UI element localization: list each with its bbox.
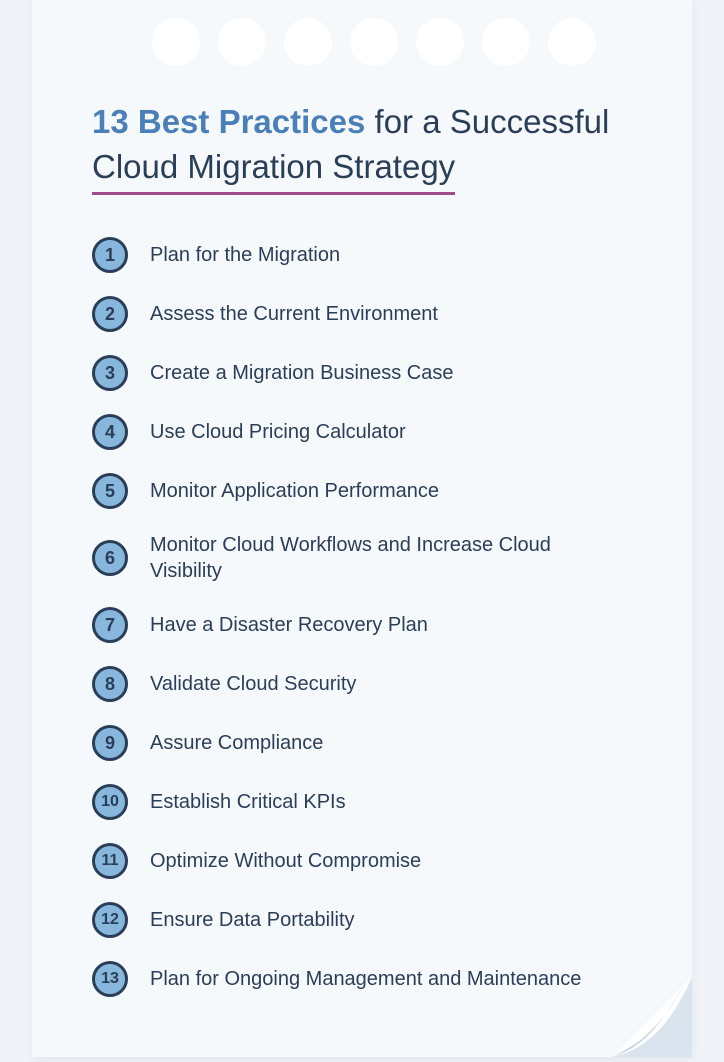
content-area: 13 Best Practices for a Successful Cloud…: [32, 70, 692, 1057]
list-item: 4 Use Cloud Pricing Calculator: [92, 414, 632, 450]
item-text: Assess the Current Environment: [150, 301, 438, 327]
perforation-hole: [416, 18, 464, 66]
list-item: 12 Ensure Data Portability: [92, 902, 632, 938]
item-text: Create a Migration Business Case: [150, 360, 453, 386]
number-badge: 7: [92, 607, 128, 643]
number-badge: 6: [92, 540, 128, 576]
item-text: Use Cloud Pricing Calculator: [150, 419, 406, 445]
perforation-hole: [284, 18, 332, 66]
item-text: Assure Compliance: [150, 730, 323, 756]
title-highlight: 13 Best Practices: [92, 103, 365, 140]
list-item: 9 Assure Compliance: [92, 725, 632, 761]
infographic-title: 13 Best Practices for a Successful Cloud…: [92, 100, 632, 195]
practice-list: 1 Plan for the Migration 2 Assess the Curre…: [92, 237, 632, 997]
perforation-hole: [152, 18, 200, 66]
perforation-hole: [548, 18, 596, 66]
list-item: 1 Plan for the Migration: [92, 237, 632, 273]
item-text: Have a Disaster Recovery Plan: [150, 612, 428, 638]
item-text: Validate Cloud Security: [150, 671, 356, 697]
number-badge: 1: [92, 237, 128, 273]
title-middle: for a Successful: [365, 103, 609, 140]
list-item: 5 Monitor Application Performance: [92, 473, 632, 509]
perforation-row: [32, 0, 692, 70]
list-item: 6 Monitor Cloud Workflows and Increase Cl…: [92, 532, 632, 584]
number-badge: 11: [92, 843, 128, 879]
perforation-hole: [482, 18, 530, 66]
list-item: 11 Optimize Without Compromise: [92, 843, 632, 879]
list-item: 3 Create a Migration Business Case: [92, 355, 632, 391]
list-item: 13 Plan for Ongoing Management and Mainte…: [92, 961, 632, 997]
item-text: Monitor Application Performance: [150, 478, 439, 504]
item-text: Monitor Cloud Workflows and Increase Clo…: [150, 532, 610, 584]
number-badge: 4: [92, 414, 128, 450]
list-item: 7 Have a Disaster Recovery Plan: [92, 607, 632, 643]
number-badge: 5: [92, 473, 128, 509]
number-badge: 8: [92, 666, 128, 702]
item-text: Plan for the Migration: [150, 242, 340, 268]
list-item: 2 Assess the Current Environment: [92, 296, 632, 332]
infographic-card: 13 Best Practices for a Successful Cloud…: [32, 0, 692, 1057]
number-badge: 2: [92, 296, 128, 332]
number-badge: 12: [92, 902, 128, 938]
item-text: Establish Critical KPIs: [150, 789, 346, 815]
perforation-hole: [218, 18, 266, 66]
item-text: Plan for Ongoing Management and Maintena…: [150, 966, 581, 992]
title-underline: Cloud Migration Strategy: [92, 145, 455, 196]
number-badge: 13: [92, 961, 128, 997]
list-item: 10 Establish Critical KPIs: [92, 784, 632, 820]
number-badge: 10: [92, 784, 128, 820]
perforation-hole: [350, 18, 398, 66]
number-badge: 3: [92, 355, 128, 391]
item-text: Ensure Data Portability: [150, 907, 355, 933]
list-item: 8 Validate Cloud Security: [92, 666, 632, 702]
item-text: Optimize Without Compromise: [150, 848, 421, 874]
number-badge: 9: [92, 725, 128, 761]
